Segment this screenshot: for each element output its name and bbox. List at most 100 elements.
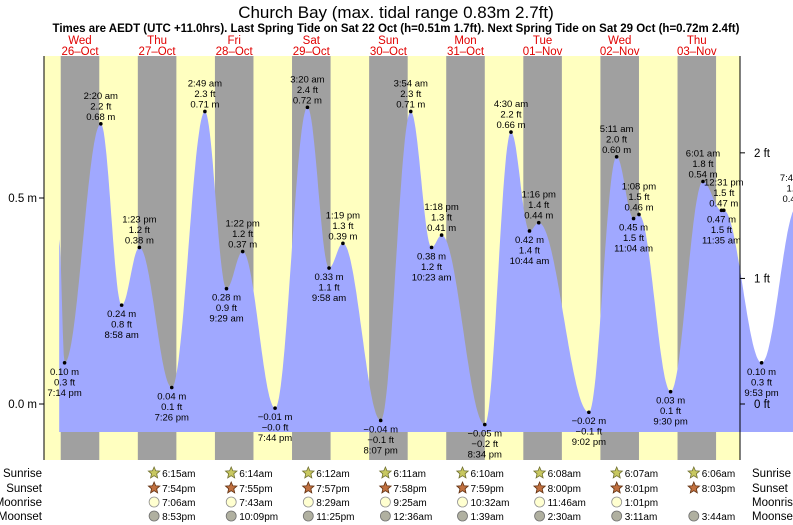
day-date: 02–Nov xyxy=(600,46,640,58)
moonset-time: 11:25pm xyxy=(316,512,354,523)
tide-point xyxy=(721,208,726,213)
tide-label: 5:11 am xyxy=(600,124,634,135)
tide-label: 2.4 ft xyxy=(297,85,318,96)
tide-point xyxy=(429,245,434,250)
sunset-time: 7:55pm xyxy=(239,484,272,495)
tide-label: 1.8 ft xyxy=(692,159,713,170)
day-name: Sun xyxy=(378,35,398,47)
tide-label: −0.02 m xyxy=(572,416,607,427)
tide-label: 0.03 m xyxy=(656,396,685,407)
tide-point xyxy=(378,418,383,423)
day-date: 26–Oct xyxy=(61,46,99,58)
moonrise-icon xyxy=(379,496,391,508)
tide-label: −0.1 ft xyxy=(576,427,603,438)
tide-label: 0.72 m xyxy=(293,95,322,106)
tide-label: 0.10 m xyxy=(747,367,776,378)
sunset-time: 7:57pm xyxy=(316,484,349,495)
tide-label: −0.01 m xyxy=(258,412,293,423)
tide-area xyxy=(59,107,793,432)
astronomy-table: Sunrise Sunrise 6:15am 6:14am 6:12am 6:11am 6:… xyxy=(0,465,793,523)
tide-point xyxy=(536,220,541,225)
tide-point xyxy=(240,249,245,254)
tide-point xyxy=(439,233,444,237)
tide-label: 0.38 m xyxy=(417,251,446,262)
tide-label: 1.4 ft xyxy=(519,245,540,256)
left-tick-label: 0.0 m xyxy=(8,399,37,411)
tide-point xyxy=(224,286,229,291)
day-date: 01–Nov xyxy=(523,46,563,58)
tide-label: 0.68 m xyxy=(86,112,115,123)
moonset-icon xyxy=(457,510,468,522)
tide-label: 12:31 pm xyxy=(704,177,744,188)
tide-label: 1.4 ft xyxy=(528,200,549,211)
sunrise-icon xyxy=(532,465,547,479)
tide-label: 9:02 pm xyxy=(572,437,606,448)
moonrise-icon xyxy=(457,496,468,508)
moonset-row-label: Moonset xyxy=(0,511,43,523)
sunset-time: 7:58pm xyxy=(393,484,426,495)
tide-point xyxy=(527,229,532,233)
moonrise-icon xyxy=(611,496,623,508)
sunrise-icon xyxy=(378,465,393,479)
right-tick-label: 1 ft xyxy=(754,273,771,285)
tide-point xyxy=(119,303,124,307)
tide-label: 0.66 m xyxy=(496,120,525,131)
sunset-icon xyxy=(687,480,701,494)
tide-label: 3:20 am xyxy=(290,74,324,85)
sunrise-icon xyxy=(147,465,161,479)
sunrise-time: 6:12am xyxy=(316,469,349,480)
tide-label: −0.05 m xyxy=(467,429,502,440)
day-date: 30–Oct xyxy=(370,46,408,58)
tide-label: −0.0 ft xyxy=(262,423,289,434)
tide-point xyxy=(203,109,207,114)
tide-point xyxy=(631,216,636,221)
day-date: 03–Nov xyxy=(677,46,717,58)
tide-label: 9:30 pm xyxy=(653,417,687,428)
tide-label: 1.6 ft xyxy=(786,184,793,195)
moonrise-icon xyxy=(225,496,237,508)
tide-label: 0.47 m xyxy=(707,214,736,225)
tide-label: 1:23 pm xyxy=(122,214,156,225)
sunrise-icon xyxy=(301,465,315,479)
tide-label: 4:30 am xyxy=(494,99,528,110)
moonrise-time: 8:29am xyxy=(316,498,349,509)
day-name: Tue xyxy=(533,35,552,47)
tide-label: 1:18 pm xyxy=(424,202,458,213)
day-date: 28–Oct xyxy=(216,46,254,58)
tide-label: 1.1 ft xyxy=(318,283,339,294)
tide-point xyxy=(327,266,331,270)
chart-title: Church Bay (max. tidal range 0.83m 2.7ft… xyxy=(238,3,554,22)
sunset-icon xyxy=(455,480,470,494)
day-name: Mon xyxy=(454,35,476,47)
tide-label: 0.10 m xyxy=(50,367,79,378)
tide-label: −0.2 ft xyxy=(471,439,498,450)
tide-label: 0.46 m xyxy=(624,202,653,213)
tide-point xyxy=(759,361,764,365)
tide-label: 3:54 am xyxy=(394,78,428,89)
tide-label: 1:19 pm xyxy=(326,210,360,221)
tide-label: 0.33 m xyxy=(315,272,344,283)
left-tick-label: 0.5 m xyxy=(8,193,37,205)
tide-point xyxy=(509,130,513,134)
tide-label: 2.3 ft xyxy=(400,89,421,100)
sunrise-icon xyxy=(455,465,470,479)
tide-label: 0.44 m xyxy=(524,211,553,222)
tide-point xyxy=(614,155,619,159)
tide-label: −0.04 m xyxy=(363,424,398,435)
tide-label: 2.0 ft xyxy=(606,134,627,145)
moonrise-time: 7:06am xyxy=(162,498,195,509)
tide-label: 1.5 ft xyxy=(628,192,649,203)
right-tick-label: 2 ft xyxy=(754,148,771,160)
tide-label: 0.47 m xyxy=(709,198,738,209)
moonrise-time: 11:46am xyxy=(548,498,586,509)
sunrise-time: 6:15am xyxy=(162,469,195,480)
tide-label: 1:08 pm xyxy=(622,181,656,192)
tide-label: 0.71 m xyxy=(190,99,219,110)
tide-point xyxy=(587,410,591,415)
tide-point xyxy=(273,406,277,410)
tide-curve-layer xyxy=(59,107,793,432)
tide-point xyxy=(668,389,673,394)
tide-point xyxy=(305,105,310,110)
moonset-icon xyxy=(225,510,237,522)
tide-label: 0.60 m xyxy=(602,145,631,156)
